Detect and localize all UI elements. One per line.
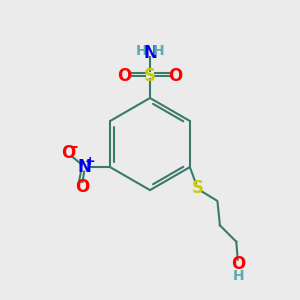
Text: S: S xyxy=(144,67,156,85)
Text: H: H xyxy=(152,44,164,58)
Text: -: - xyxy=(71,139,78,154)
Text: S: S xyxy=(191,179,203,197)
Text: O: O xyxy=(75,178,89,196)
Text: H: H xyxy=(136,44,148,58)
Text: N: N xyxy=(143,44,157,62)
Text: O: O xyxy=(61,144,76,162)
Text: O: O xyxy=(231,255,245,273)
Text: N: N xyxy=(78,158,92,176)
Text: O: O xyxy=(118,67,132,85)
Text: O: O xyxy=(168,67,182,85)
Text: +: + xyxy=(85,154,95,168)
Text: H: H xyxy=(233,269,244,283)
